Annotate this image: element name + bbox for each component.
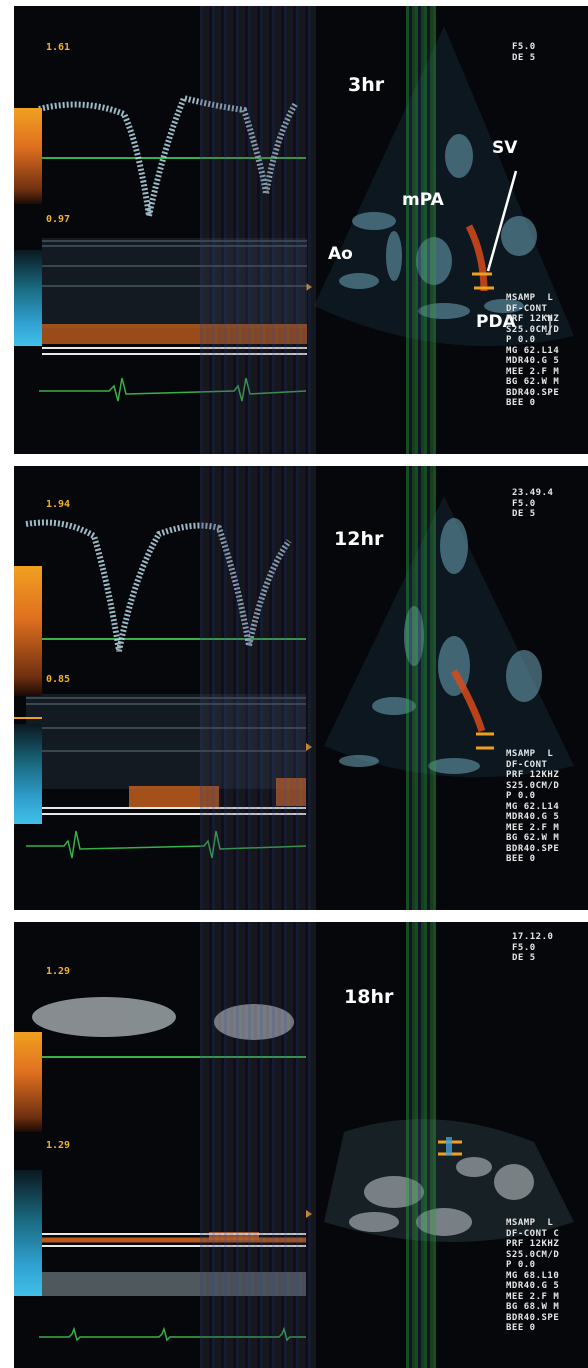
- parameter-readout: MSAMP L DF-CONT C PRF 12KHZ S25.0CM/D P …: [506, 1218, 560, 1333]
- velocity-color-bar-negative: [14, 724, 42, 824]
- label-pda: PDA: [476, 312, 516, 332]
- time-label: 18hr: [344, 986, 394, 1008]
- ultrasound-panel-3hr: 1.61 0.97 3hr Ao mPA SV PDA F5.0 DE 5 MS…: [14, 6, 588, 454]
- panel-graphics: [14, 496, 574, 859]
- ultrasound-panel-12hr: 1.94 0.85 12hr 23.49.4 F5.0 DE 5 MSAMP L…: [14, 466, 588, 910]
- velocity-color-bar-positive: [14, 108, 42, 204]
- time-label: 12hr: [334, 528, 384, 550]
- label-ao: Ao: [328, 244, 353, 264]
- panel-graphics: [28, 26, 574, 402]
- velocity-scale-mid: 1.29: [46, 1140, 71, 1151]
- velocity-scale-top: 1.94: [46, 499, 71, 510]
- vertical-scan-artifact: [200, 466, 316, 910]
- green-scan-artifact: [406, 922, 436, 1368]
- velocity-scale-top: 1.61: [46, 42, 71, 53]
- top-right-readout: 17.12.0 F5.0 DE 5: [512, 932, 554, 963]
- velocity-color-bar-positive: [14, 566, 42, 696]
- parameter-readout: MSAMP L DF-CONT PRF 12KHZ S25.0CM/D P 0.…: [506, 749, 560, 864]
- panel-graphics: [14, 997, 574, 1342]
- velocity-scale-mid: 0.85: [46, 674, 71, 685]
- vertical-scan-artifact: [200, 6, 316, 454]
- label-sv: SV: [492, 138, 518, 158]
- green-scan-artifact: [406, 6, 436, 454]
- vertical-scan-artifact: [200, 922, 316, 1368]
- ultrasound-panel-18hr: 1.29 1.29 18hr 17.12.0 F5.0 DE 5 MSAMP L…: [14, 922, 588, 1368]
- top-right-readout: 23.49.4 F5.0 DE 5: [512, 488, 554, 519]
- velocity-color-bar-negative: [14, 250, 42, 346]
- parameter-readout: MSAMP L DF-CONT PRF 12KHZ S25.0CM/D P 0.…: [506, 293, 560, 408]
- velocity-scale-mid: 0.97: [46, 214, 71, 225]
- green-scan-artifact: [406, 466, 436, 910]
- velocity-color-bar-positive: [14, 1032, 42, 1132]
- velocity-scale-top: 1.29: [46, 966, 71, 977]
- velocity-color-bar-negative: [14, 1170, 42, 1296]
- label-mpa: mPA: [402, 190, 444, 210]
- time-label: 3hr: [348, 74, 385, 96]
- top-right-readout: F5.0 DE 5: [512, 42, 536, 63]
